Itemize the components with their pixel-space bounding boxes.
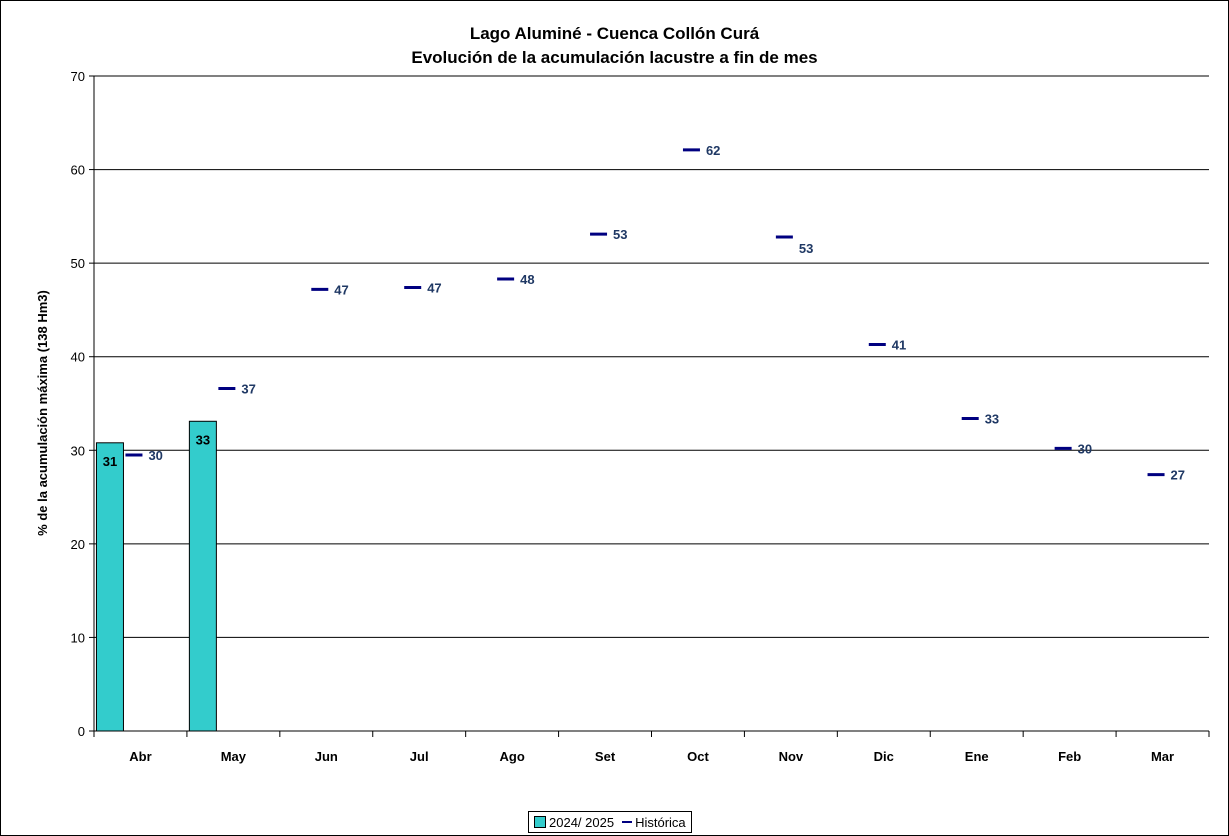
- bar-data-label: 31: [103, 454, 117, 469]
- historic-data-label: 30: [148, 448, 162, 463]
- bar-data-label: 33: [196, 432, 210, 447]
- chart-title-line2: Evolución de la acumulación lacustre a f…: [411, 48, 818, 67]
- chart-title-line1: Lago Aluminé - Cuenca Collón Curá: [469, 24, 760, 43]
- y-tick-label: 50: [71, 256, 85, 271]
- x-tick-label: Ene: [965, 749, 989, 764]
- x-tick-label: Dic: [874, 749, 894, 764]
- y-tick-label: 20: [71, 537, 85, 552]
- x-tick-label: Feb: [1058, 749, 1081, 764]
- bar: [188, 420, 217, 732]
- historic-data-label: 37: [241, 382, 255, 397]
- legend-swatch-line: [622, 821, 633, 823]
- historic-data-label: 33: [985, 411, 999, 426]
- x-tick-label: Set: [595, 749, 616, 764]
- y-tick-label: 60: [71, 163, 85, 178]
- x-tick-label: Mar: [1151, 749, 1174, 764]
- historic-data-label: 30: [1078, 441, 1092, 456]
- legend-label-historica: Histórica: [635, 814, 686, 830]
- legend: 2024/ 2025 Histórica: [528, 811, 692, 833]
- y-tick-label: 30: [71, 443, 85, 458]
- historic-data-label: 53: [613, 227, 627, 242]
- x-tick-label: Jun: [315, 749, 338, 764]
- historic-data-label: 53: [799, 241, 813, 256]
- y-axis-label: % de la acumulación máxima (138 Hm3): [35, 290, 50, 536]
- data-labels: 31 33 30 37 47 47 48 53 62 53 41 33 30 27: [103, 143, 1185, 483]
- chart-title: Lago Aluminé - Cuenca Collón Curá Evoluc…: [0, 22, 1229, 70]
- bar-series: [95, 420, 217, 732]
- historic-data-label: 62: [706, 143, 720, 158]
- x-tick-label: Nov: [779, 749, 804, 764]
- historic-data-label: 47: [427, 280, 441, 295]
- y-tick-label: 70: [71, 69, 85, 84]
- bar: [95, 442, 124, 732]
- legend-label-bar: 2024/ 2025: [549, 814, 615, 830]
- x-tick-label: Jul: [410, 749, 429, 764]
- y-tick-label: 0: [78, 724, 85, 739]
- historic-data-label: 41: [892, 338, 906, 353]
- historic-data-label: 48: [520, 272, 534, 287]
- x-tick-label: Abr: [129, 749, 151, 764]
- historic-data-label: 27: [1171, 468, 1185, 483]
- axes: 0 10 20 30 40 50 60 70 Abr May Jun Jul Ago Set Oct Nov D…: [71, 69, 1210, 764]
- historic-series: [125, 148, 1165, 477]
- y-tick-label: 10: [71, 630, 85, 645]
- x-tick-label: Ago: [499, 749, 524, 764]
- gridlines: [94, 75, 1209, 638]
- y-tick-label: 40: [71, 350, 85, 365]
- historic-data-label: 47: [334, 282, 348, 297]
- x-tick-label: Oct: [687, 749, 709, 764]
- x-tick-label: May: [221, 749, 247, 764]
- legend-swatch-bar: [534, 816, 546, 828]
